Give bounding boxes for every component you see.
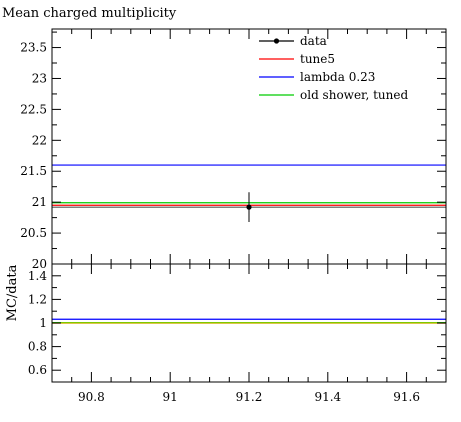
x-tick-label: 91 (163, 390, 178, 404)
x-tick-label: 90.8 (78, 390, 105, 404)
y-tick-label: 23.5 (20, 41, 47, 55)
y-tick-label: 0.8 (28, 340, 47, 354)
y-tick-label: 21.5 (20, 164, 47, 178)
ratio-y-axis-label: MC/data (5, 264, 20, 321)
y-tick-label: 22 (32, 133, 47, 147)
main-panel: 20 20.5 21 21.5 22 22.5 23 23.5 (20, 28, 447, 271)
y-tick-label: 21 (32, 195, 47, 209)
y-tick-label: 1.4 (28, 269, 47, 283)
main-plot-frame (51, 28, 447, 265)
ratio-panel: 0.6 0.8 1 1.2 1.4 90.8 91 91.2 91.4 91.6 (28, 263, 447, 404)
y-tick-label: 20 (32, 257, 47, 271)
x-tick-label: 91.6 (393, 390, 420, 404)
data-point (246, 204, 252, 210)
legend-label: tune5 (300, 52, 335, 66)
legend-label: lambda 0.23 (300, 70, 375, 84)
y-tick-label: 20.5 (20, 226, 47, 240)
ratio-plot-frame (51, 263, 447, 383)
y-tick-label: 1.2 (28, 292, 47, 306)
y-tick-label: 23 (32, 71, 47, 85)
y-tick-label: 0.6 (28, 363, 47, 377)
y-tick-label: 1 (39, 316, 47, 330)
chart-title: Mean charged multiplicity (2, 6, 177, 21)
legend: data tune5 lambda 0.23 old shower, tuned (259, 34, 408, 102)
legend-label: old shower, tuned (300, 88, 408, 102)
y-tick-label: 22.5 (20, 102, 47, 116)
legend-label: data (300, 34, 327, 48)
x-tick-label: 91.2 (236, 390, 263, 404)
legend-data-marker (273, 38, 280, 44)
x-tick-label: 91.4 (314, 390, 341, 404)
